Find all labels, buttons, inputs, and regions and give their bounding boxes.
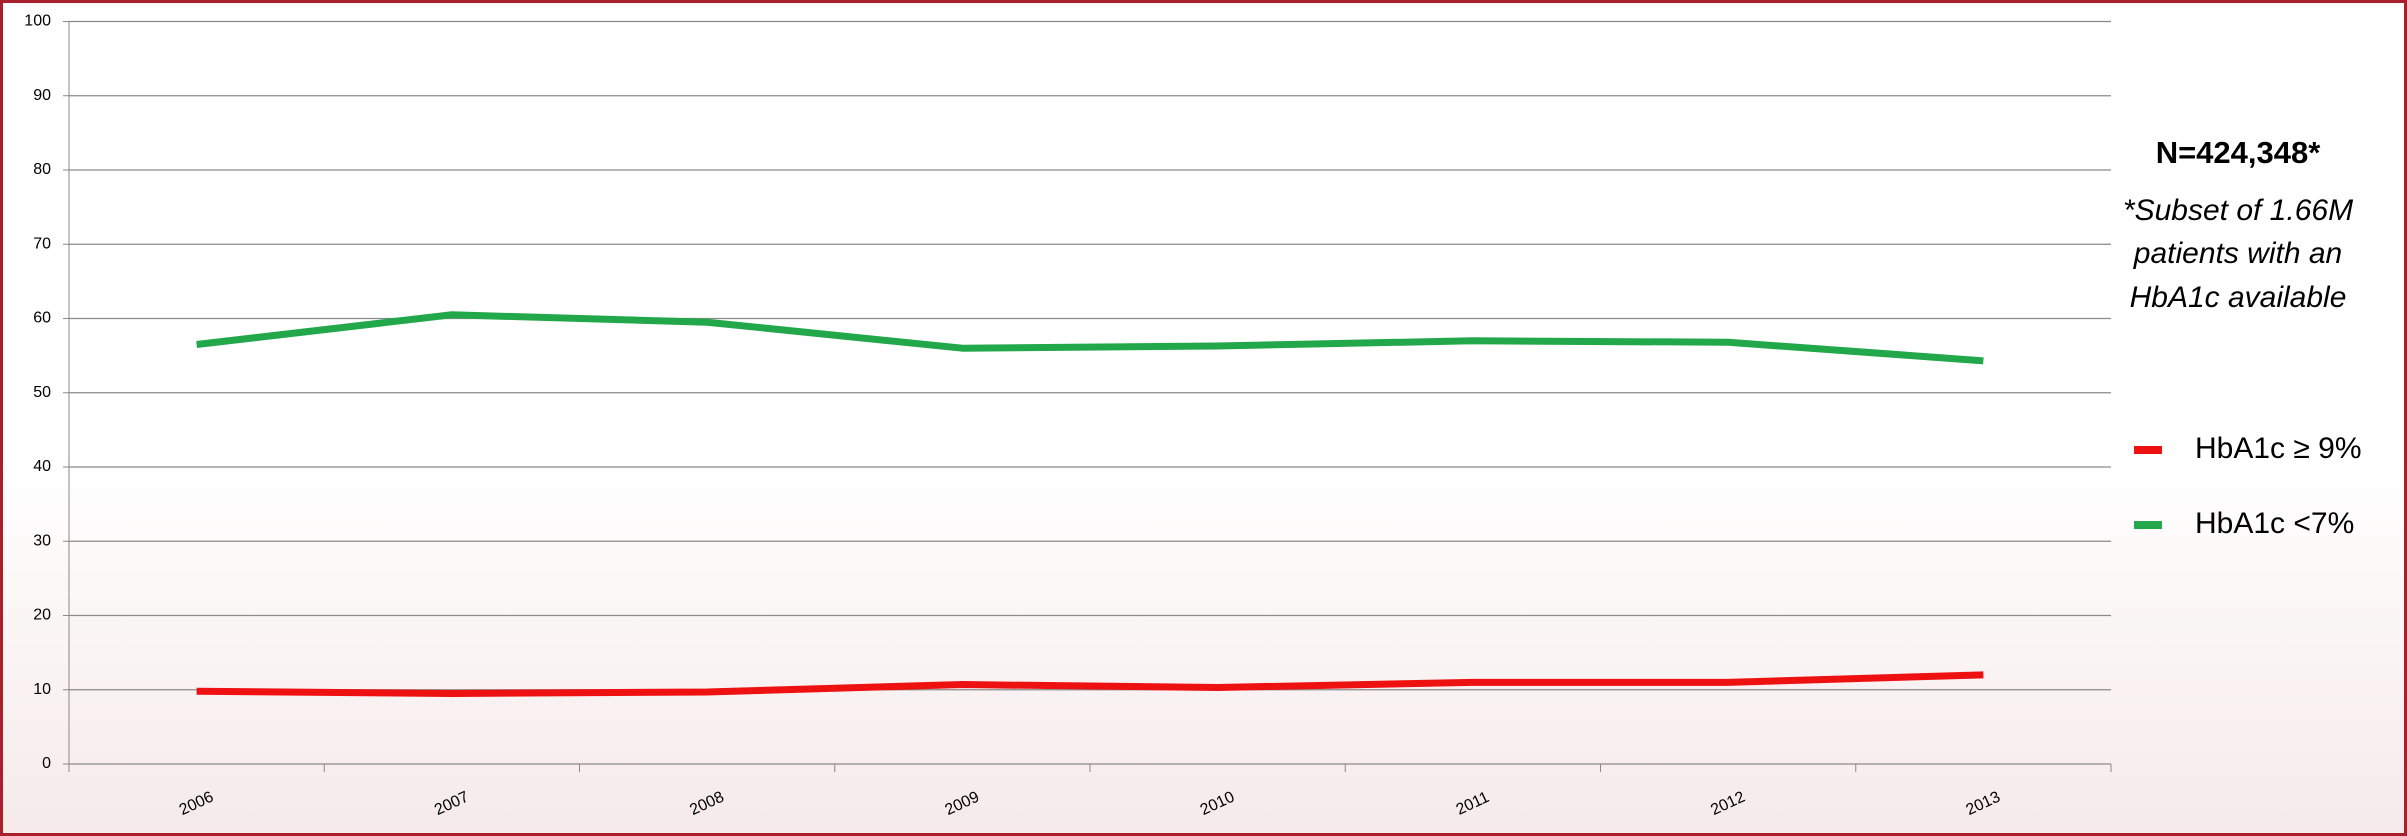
y-tick-label: 70 (33, 235, 51, 252)
y-tick-label: 0 (42, 755, 51, 772)
legend-label: HbA1c <7% (2195, 507, 2354, 540)
annotation: HbA1c available (2130, 281, 2347, 314)
y-tick-label: 80 (33, 161, 51, 178)
y-tick-label: 10 (33, 681, 51, 698)
y-tick-label: 90 (33, 87, 51, 104)
y-tick-label: 30 (33, 532, 51, 549)
annotation: *Subset of 1.66M (2123, 194, 2353, 227)
y-tick-label: 50 (33, 384, 51, 401)
annotation: N=424,348* (2156, 135, 2322, 170)
legend-label: HbA1c ≥ 9% (2195, 432, 2362, 465)
y-tick-label: 100 (24, 13, 51, 30)
series-line (196, 311, 1984, 365)
y-tick-label: 40 (33, 458, 51, 475)
series-line (196, 671, 1984, 697)
y-tick-label: 60 (33, 310, 51, 327)
annotation: patients with an (2133, 237, 2342, 270)
y-tick-label: 20 (33, 607, 51, 624)
